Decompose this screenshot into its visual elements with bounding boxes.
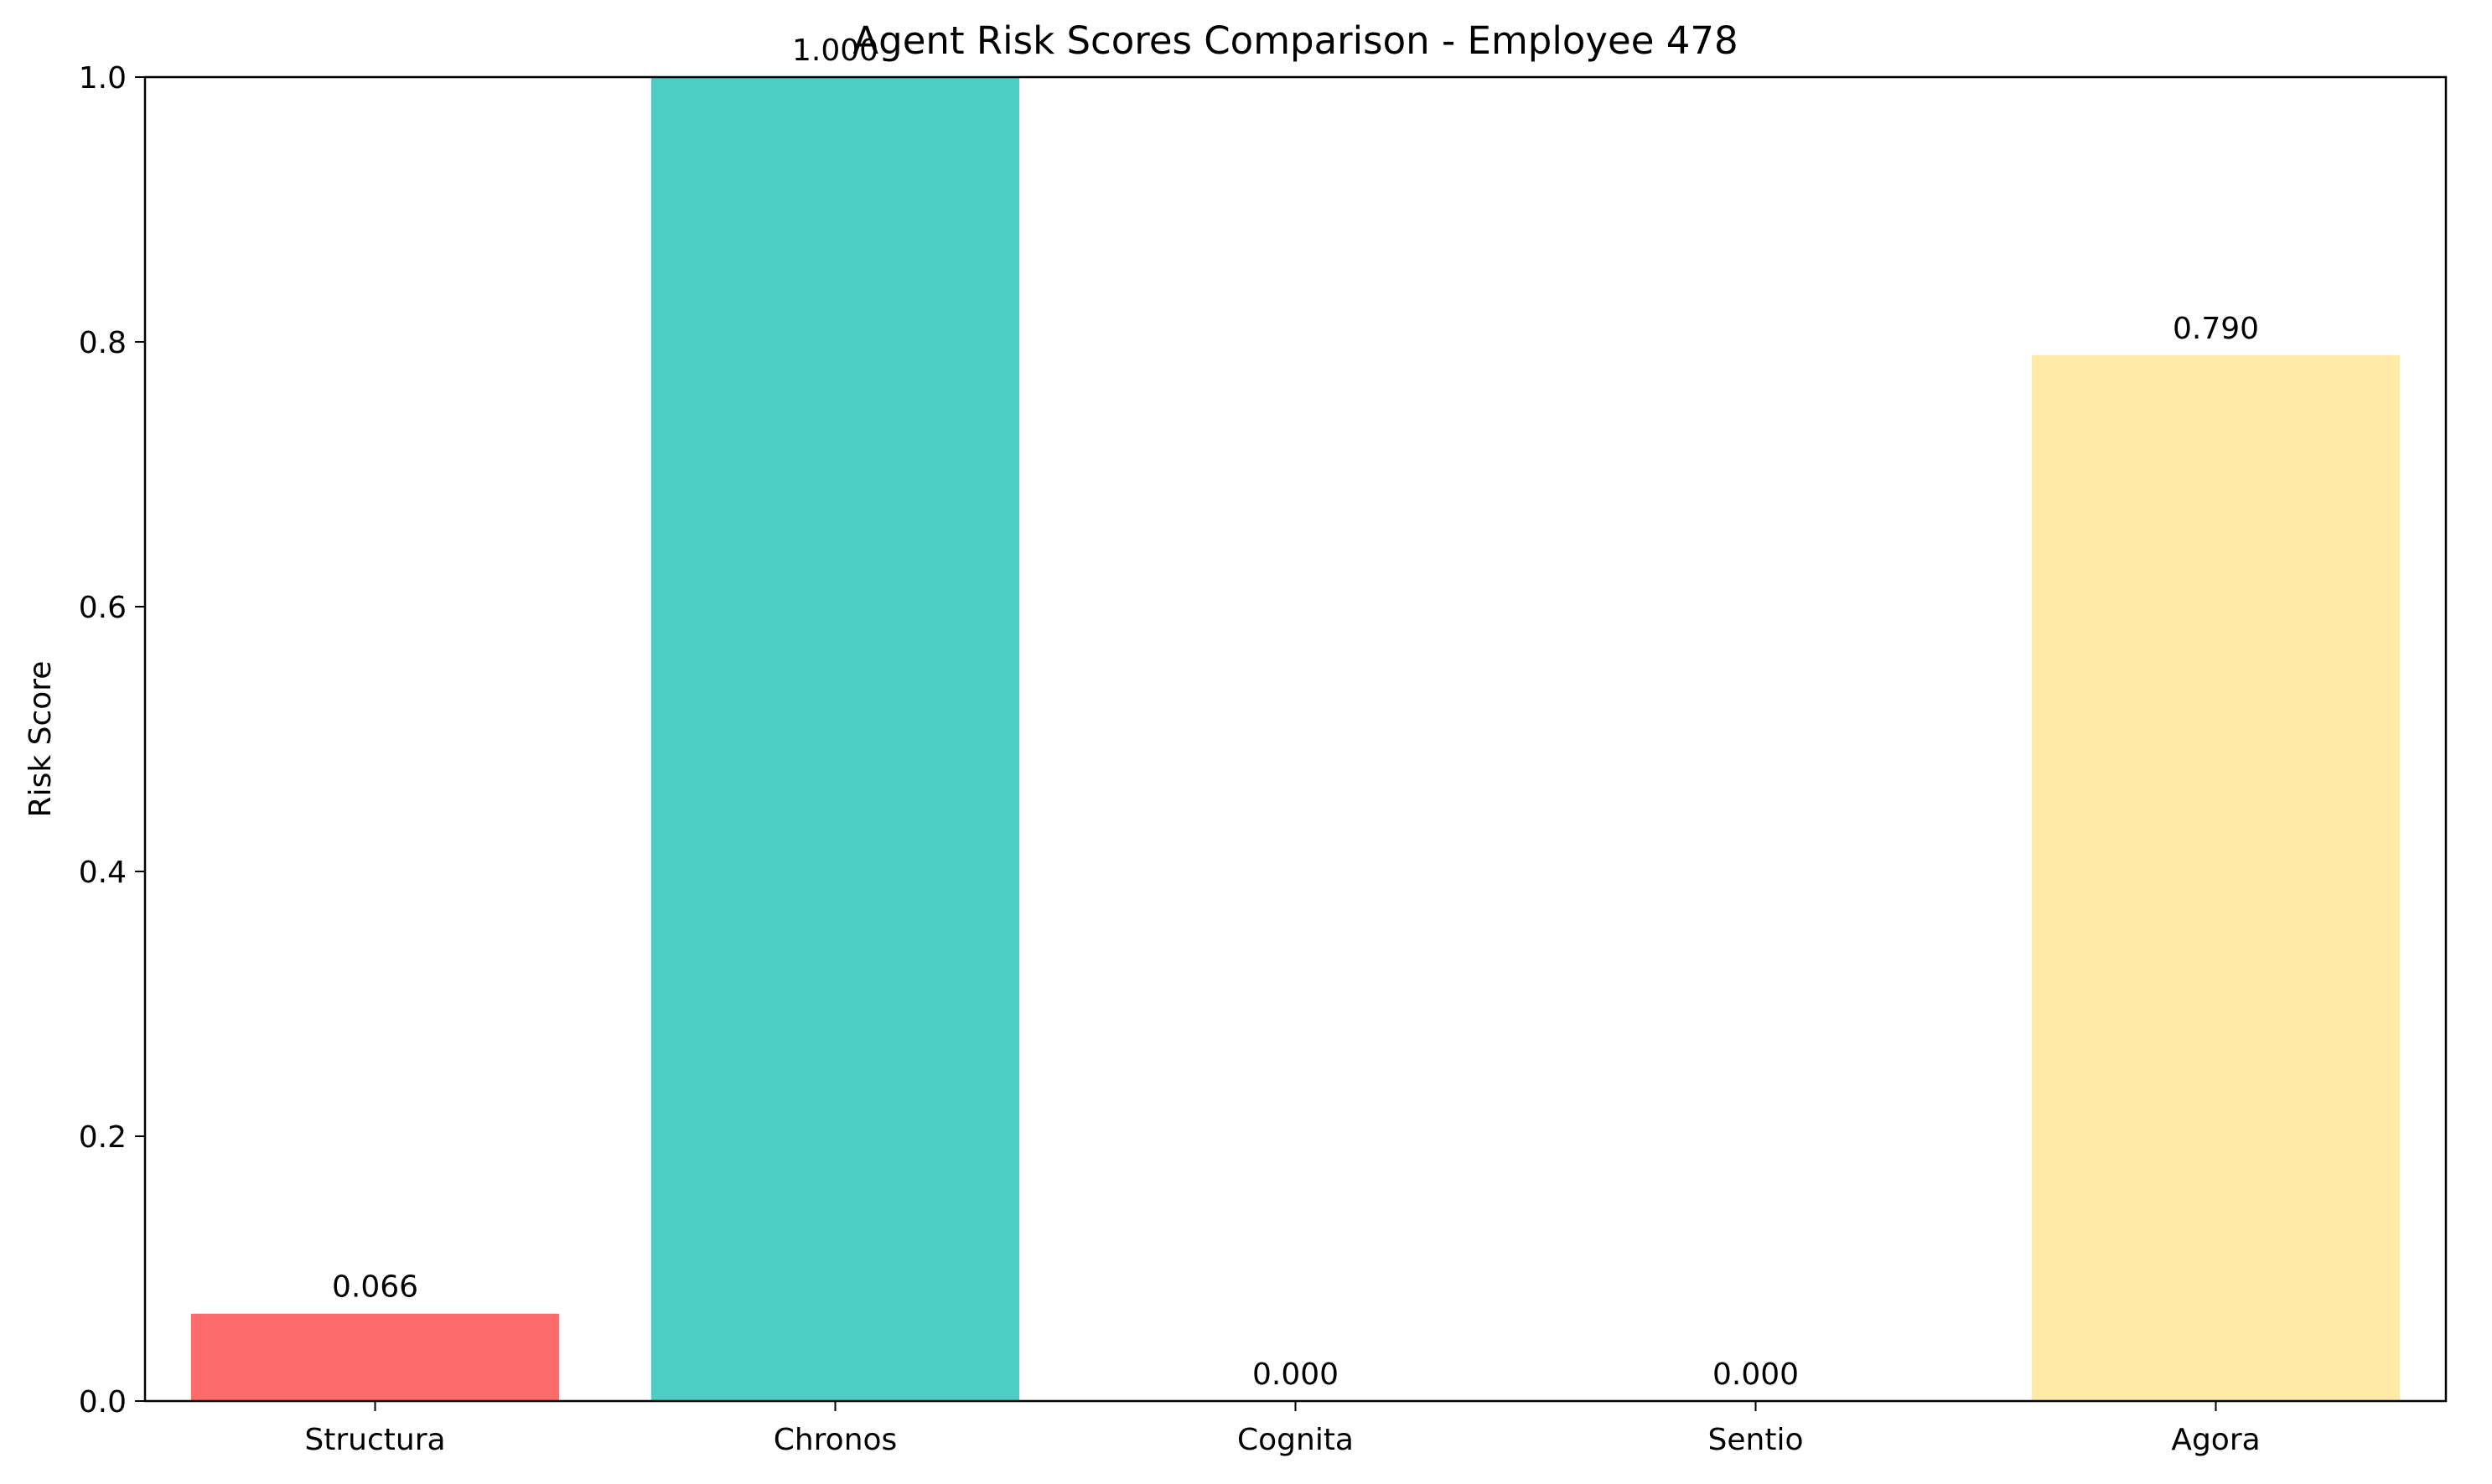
bar-value-label-chronos: 1.000	[792, 34, 878, 68]
y-tick-label: 0.4	[79, 856, 127, 890]
y-tick-label: 0.0	[79, 1385, 127, 1419]
bars-layer	[190, 77, 2401, 1401]
bar-labels-layer: 0.066 1.000 0.000 0.000 0.790	[332, 34, 2259, 1392]
x-tick-label-agora: Agora	[2171, 1423, 2260, 1457]
bar-value-label-structura: 0.066	[332, 1270, 418, 1305]
bar-chronos	[650, 77, 1020, 1401]
x-tick-label-sentio: Sentio	[1708, 1423, 1804, 1457]
bar-value-label-agora: 0.790	[2173, 312, 2259, 346]
y-axis-title: Risk Score	[23, 661, 58, 818]
y-tick-label: 1.0	[79, 61, 127, 96]
bar-value-label-sentio: 0.000	[1712, 1357, 1799, 1392]
x-tick-label-structura: Structura	[304, 1423, 445, 1457]
bar-value-label-cognita: 0.000	[1252, 1357, 1339, 1392]
x-tick-label-chronos: Chronos	[774, 1423, 898, 1457]
chart-title: Agent Risk Scores Comparison - Employee …	[852, 18, 1738, 63]
y-tick-label: 0.2	[79, 1120, 127, 1155]
y-axis: 0.0 0.2 0.4 0.6 0.8 1.0	[79, 61, 145, 1419]
y-tick-label: 0.8	[79, 326, 127, 360]
bar-agora	[2031, 354, 2401, 1401]
y-tick-label: 0.6	[79, 591, 127, 625]
x-axis: Structura Chronos Cognita Sentio Agora	[304, 1401, 2261, 1457]
bar-structura	[190, 1313, 560, 1401]
x-tick-label-cognita: Cognita	[1237, 1423, 1354, 1457]
